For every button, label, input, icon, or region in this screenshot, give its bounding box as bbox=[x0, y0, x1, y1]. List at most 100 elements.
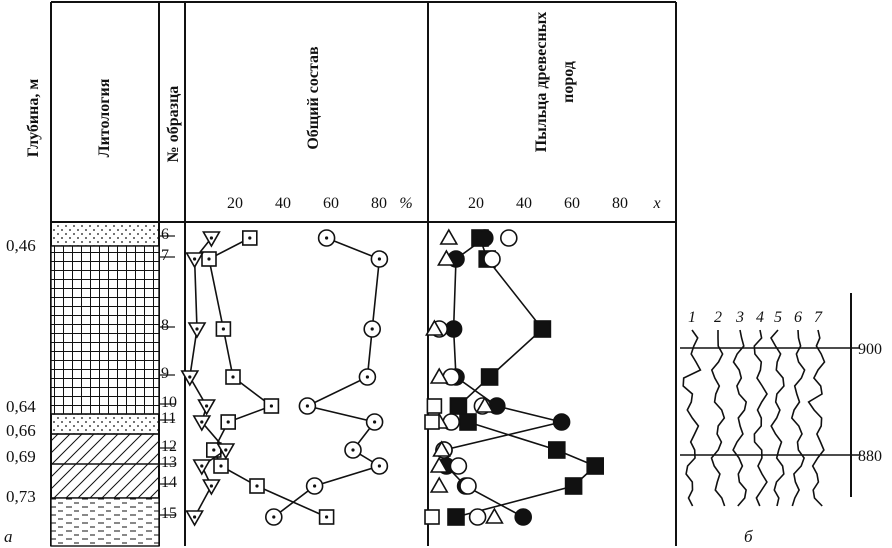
general-point-dot bbox=[212, 448, 216, 452]
sample-number: 12 bbox=[161, 438, 177, 455]
general-point-dot bbox=[272, 515, 276, 519]
general-point-dot bbox=[255, 484, 259, 488]
curve-label: 4 bbox=[756, 309, 764, 326]
sample-number: 6 bbox=[161, 226, 169, 243]
general-point-dot bbox=[193, 515, 197, 519]
general-point-dot bbox=[231, 375, 235, 379]
general-point-dot bbox=[209, 236, 213, 240]
sample-number: 15 bbox=[161, 505, 177, 522]
general-axis-ticks: 20 40 60 80 % bbox=[227, 195, 413, 212]
pollen-point bbox=[468, 508, 487, 526]
depth-column-title: Глубина, м bbox=[25, 79, 42, 158]
general-point-dot bbox=[377, 464, 381, 468]
panel-b-curve bbox=[807, 329, 826, 507]
pollen-point bbox=[483, 250, 501, 268]
general-point-dot bbox=[269, 404, 273, 408]
general-point-dot bbox=[365, 375, 369, 379]
pollen-point bbox=[447, 508, 465, 526]
panel-a-label: а bbox=[4, 527, 13, 546]
panel-b-curve bbox=[710, 330, 726, 507]
general-point-dot bbox=[305, 404, 309, 408]
lithology-sand-top bbox=[50, 221, 160, 247]
lithology-hatched-layer bbox=[50, 433, 160, 499]
pollen-point bbox=[426, 398, 443, 414]
panel-b-curve bbox=[770, 329, 785, 507]
pollen-tick-label: 60 bbox=[564, 195, 580, 212]
curve-label: 5 bbox=[774, 309, 782, 326]
panel-b: 900 880 1 2 3 4 5 6 7 bbox=[680, 293, 882, 507]
pollen-tick-label: 80 bbox=[612, 195, 628, 212]
general-point-dot bbox=[195, 327, 199, 331]
pollen-series-line bbox=[443, 237, 562, 518]
general-point-dot bbox=[221, 327, 225, 331]
general-point-dot bbox=[325, 236, 329, 240]
curve-label: 2 bbox=[714, 309, 722, 326]
general-point-dot bbox=[188, 375, 192, 379]
pollen-tick-label: 20 bbox=[468, 195, 484, 212]
pollen-point bbox=[533, 320, 552, 338]
pollen-point bbox=[485, 507, 504, 524]
sample-number: 14 bbox=[161, 474, 177, 491]
general-point-dot bbox=[205, 404, 209, 408]
pollen-point bbox=[475, 229, 494, 247]
pollen-point bbox=[437, 249, 456, 266]
curve-label: 6 bbox=[794, 309, 802, 326]
general-tick-label: 40 bbox=[275, 195, 291, 212]
sample-number: 9 bbox=[161, 365, 169, 382]
pollen-point bbox=[424, 414, 440, 430]
pollen-point bbox=[429, 367, 449, 384]
pollen-point bbox=[459, 477, 477, 495]
general-point-dot bbox=[351, 448, 355, 452]
general-point-dot bbox=[200, 420, 204, 424]
general-point-dot bbox=[313, 484, 317, 488]
pollen-series-open-square bbox=[424, 398, 443, 525]
pollen-point bbox=[459, 413, 477, 431]
pollen-point bbox=[424, 509, 440, 525]
pollen-point bbox=[429, 456, 449, 473]
sample-number: 10 bbox=[161, 394, 177, 411]
general-tick-label: 60 bbox=[323, 195, 339, 212]
general-point-dot bbox=[209, 484, 213, 488]
lithology-column-title: Литология bbox=[96, 78, 113, 157]
scale-label-880: 880 bbox=[858, 448, 882, 465]
pollen-point bbox=[564, 477, 583, 495]
general-point-dot bbox=[370, 327, 374, 331]
curve-label: 1 bbox=[688, 309, 696, 326]
panel-b-curve bbox=[790, 329, 806, 507]
general-axis-unit: % bbox=[399, 195, 412, 212]
general-point-dot bbox=[193, 257, 197, 261]
lithology-grid-layer bbox=[50, 245, 160, 415]
depth-label: 0,73 bbox=[6, 487, 36, 506]
general-point-dot bbox=[226, 420, 230, 424]
lithology-sand-mid bbox=[50, 413, 160, 435]
pollen-point bbox=[499, 229, 518, 247]
pollen-tick-label: 40 bbox=[516, 195, 532, 212]
sample-number: 11 bbox=[161, 410, 176, 427]
pollen-plot bbox=[424, 228, 605, 526]
depth-labels: 0,46 0,64 0,66 0,69 0,73 bbox=[6, 236, 36, 506]
depth-label: 0,64 bbox=[6, 397, 36, 416]
lithology-column bbox=[50, 221, 160, 547]
general-composition-plot bbox=[180, 229, 389, 527]
pollen-point bbox=[439, 228, 459, 245]
general-column-title: Общий состав bbox=[305, 46, 322, 150]
curve-label: 3 bbox=[735, 309, 744, 326]
general-point-dot bbox=[219, 464, 223, 468]
pollen-point bbox=[552, 413, 571, 431]
general-point-dot bbox=[377, 257, 381, 261]
general-series-line bbox=[273, 237, 382, 518]
depth-label: 0,69 bbox=[6, 447, 36, 466]
general-series-dotted-square bbox=[201, 230, 335, 525]
general-point-dot bbox=[200, 464, 204, 468]
pollen-point bbox=[449, 457, 468, 475]
general-series-line bbox=[208, 237, 327, 518]
panel-b-label: б bbox=[744, 527, 753, 546]
sample-column-title: № образца bbox=[165, 86, 182, 163]
panel-b-curve bbox=[753, 329, 768, 507]
general-point-dot bbox=[207, 257, 211, 261]
general-series-dotted-circle bbox=[264, 229, 389, 526]
pollen-point bbox=[449, 397, 468, 415]
pollen-axis-unit: x bbox=[652, 195, 660, 212]
general-point-dot bbox=[224, 448, 228, 452]
